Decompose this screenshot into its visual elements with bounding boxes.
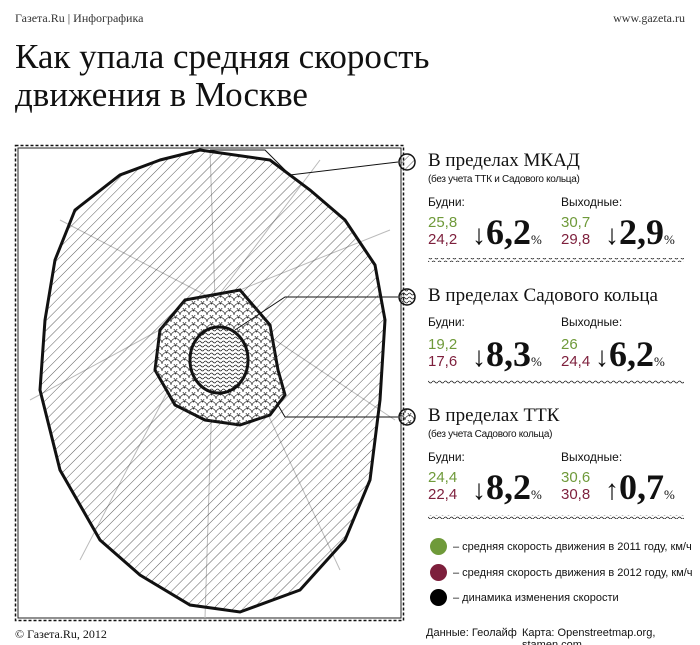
legend-item: – динамика изменения скорости [430, 589, 619, 606]
section-subtitle: (без учета ТТК и Садового кольца) [428, 174, 580, 185]
ttk-marker-icon [398, 408, 416, 426]
speed-2011: 19,2 [428, 336, 458, 353]
arrow-down-icon: ↓ [605, 220, 619, 251]
speed-2012: 24,4 [561, 353, 591, 370]
section-title: В пределах Садового кольца [428, 285, 658, 306]
speed-2011: 24,4 [428, 469, 458, 486]
arrow-up-icon: ↑ [605, 475, 619, 506]
weekend-label: Выходные: [561, 315, 623, 329]
legend-item: – средняя скорость движения в 2011 году,… [430, 538, 692, 555]
section-title: В пределах МКАД [428, 150, 580, 171]
change-value: ↓6,2% [595, 334, 665, 374]
change-value: ↓2,9% [605, 212, 675, 252]
header-site[interactable]: www.gazeta.ru [613, 11, 685, 25]
speed-2012: 29,8 [561, 231, 591, 248]
arrow-down-icon: ↓ [472, 475, 486, 506]
black-dot-icon [430, 589, 447, 606]
arrow-down-icon: ↓ [472, 342, 486, 373]
maroon-dot-icon [430, 564, 447, 581]
weekday-label: Будни: [428, 315, 465, 329]
speed-2011: 30,7 [561, 214, 591, 231]
change-value: ↓6,2% [472, 212, 542, 252]
weekend-label: Выходные: [561, 195, 623, 209]
mkad-marker-icon [398, 153, 416, 171]
map-source: Карта: Openstreetmap.org, stamen.com [522, 627, 656, 645]
speed-2012: 17,6 [428, 353, 458, 370]
section-title: В пределах ТТК [428, 405, 560, 426]
separators [428, 258, 684, 519]
marker-icons [398, 153, 416, 426]
weekday-label: Будни: [428, 195, 465, 209]
speed-2011: 30,6 [561, 469, 591, 486]
sadovoe-marker-icon [398, 288, 416, 306]
legend-item: – средняя скорость движения в 2012 году,… [430, 564, 693, 581]
speed-2012: 30,8 [561, 486, 591, 503]
data-source: Данные: Геолайф [426, 627, 517, 639]
speed-2011: 25,8 [428, 214, 458, 231]
change-value: ↓8,2% [472, 467, 542, 507]
copyright: © Газета.Ru, 2012 [15, 627, 107, 641]
speed-2011: 26 [561, 336, 578, 353]
weekend-label: Выходные: [561, 450, 623, 464]
page-title: Как упала средняя скорость движения в Мос… [15, 37, 430, 114]
green-dot-icon [430, 538, 447, 555]
speed-2012: 22,4 [428, 486, 458, 503]
header-source: Газета.Ru | Инфографика [15, 11, 144, 25]
change-value: ↑0,7% [605, 467, 675, 507]
change-value: ↓8,3% [472, 334, 542, 374]
arrow-down-icon: ↓ [472, 220, 486, 251]
section-subtitle: (без учета Садового кольца) [428, 429, 553, 440]
arrow-down-icon: ↓ [595, 342, 609, 373]
weekday-label: Будни: [428, 450, 465, 464]
speed-2012: 24,2 [428, 231, 458, 248]
